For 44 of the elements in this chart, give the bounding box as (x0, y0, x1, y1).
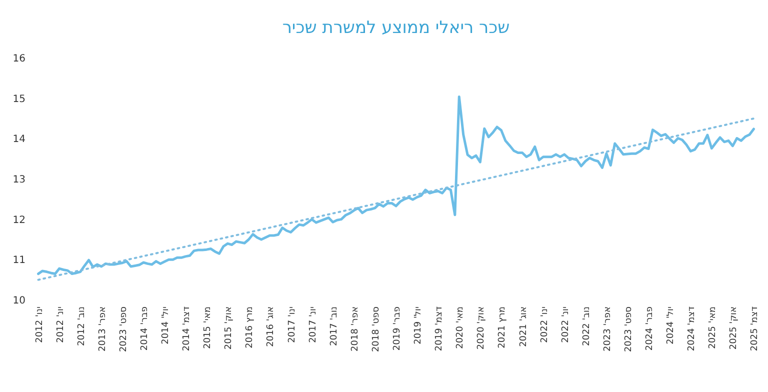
y-tick-label: 15 (12, 94, 26, 105)
x-tick-label: יונ' 2012 (56, 306, 66, 343)
x-tick-label: יול' 2024 (666, 306, 676, 344)
x-tick-label: דצמ' 2025 (750, 306, 760, 352)
x-tick-label: מרץ 2021 (498, 306, 508, 348)
x-tick-label: פבר' 2019 (392, 306, 402, 351)
x-tick-label: נוב' 2012 (76, 306, 87, 346)
x-tick-label: אפר' 2013 (98, 306, 108, 352)
x-tick-label: אוק' 2020 (476, 306, 487, 350)
x-tick-label: ספט' 2023 (118, 306, 129, 352)
x-tick-label: ינו' 2022 (540, 306, 550, 343)
x-tick-label: יול' 2019 (414, 306, 424, 344)
x-tick-label: אוג' 2016 (266, 306, 276, 347)
x-tick-label: אוג' 2021 (518, 306, 529, 347)
x-tick-label: יונ' 2022 (560, 306, 571, 343)
x-tick-label: ינו' 2017 (287, 306, 298, 343)
x-tick-label: ספט' 2018 (371, 306, 382, 352)
y-tick-label: 10 (12, 296, 26, 306)
x-tick-label: מאי' 2015 (203, 306, 214, 349)
x-tick-label: יול' 2014 (161, 306, 172, 344)
y-tick-label: 14 (12, 134, 26, 146)
x-tick-label: דצמ' 2019 (434, 306, 445, 352)
x-tick-label: יונ' 2017 (308, 306, 318, 343)
x-tick-label: מרץ 2016 (245, 306, 256, 348)
x-tick-label: ספט' 2023 (624, 306, 634, 352)
x-tick-label: נוב' 2022 (582, 306, 592, 346)
x-tick-label: דצמ' 2014 (182, 306, 192, 352)
line-series (37, 95, 755, 276)
x-tick-label: מאי' 2025 (708, 306, 718, 349)
x-tick-label: ינו' 2012 (34, 306, 45, 343)
y-tick-label: 16 (12, 54, 26, 64)
chart-title: שכר ריאלי ממוצע למשרת שכיר (282, 18, 510, 38)
x-tick-label: דצמ' 2024 (687, 306, 698, 352)
x-tick-label: פבר' 2014 (140, 306, 150, 351)
x-tick-label: אוק' 2015 (224, 306, 234, 350)
x-tick-label: מאי' 2020 (456, 306, 466, 349)
x-tick-label: פבר' 2024 (645, 306, 656, 351)
x-tick-label: אפר' 2018 (350, 306, 360, 352)
y-tick-label: 13 (12, 174, 26, 186)
y-tick-label: 11 (12, 255, 26, 266)
y-tick-label: 12 (12, 214, 26, 226)
x-tick-label: אוק' 2025 (729, 306, 740, 350)
x-tick-label: נוב' 2017 (329, 306, 340, 346)
x-tick-label: אפר' 2023 (602, 306, 613, 352)
